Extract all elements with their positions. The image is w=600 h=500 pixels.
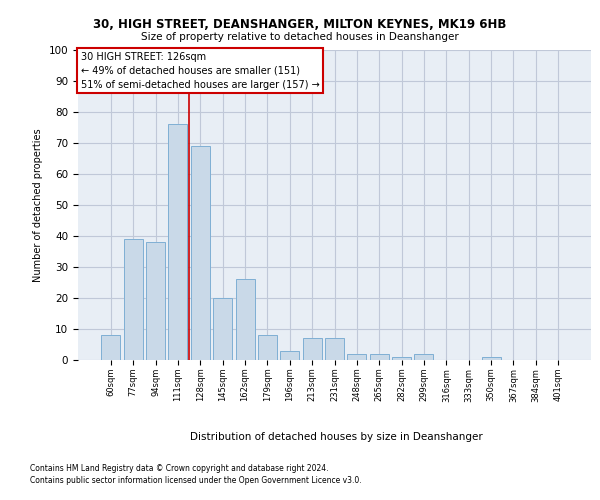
Bar <box>146 242 165 360</box>
Text: Contains public sector information licensed under the Open Government Licence v3: Contains public sector information licen… <box>30 476 362 485</box>
Bar <box>415 354 433 360</box>
Bar <box>236 280 254 360</box>
Text: 30, HIGH STREET, DEANSHANGER, MILTON KEYNES, MK19 6HB: 30, HIGH STREET, DEANSHANGER, MILTON KEY… <box>94 18 506 30</box>
Bar <box>101 335 121 360</box>
Bar <box>124 239 143 360</box>
Bar <box>169 124 187 360</box>
Bar <box>370 354 389 360</box>
Bar <box>258 335 277 360</box>
Bar <box>325 338 344 360</box>
Text: 30 HIGH STREET: 126sqm
← 49% of detached houses are smaller (151)
51% of semi-de: 30 HIGH STREET: 126sqm ← 49% of detached… <box>80 52 319 90</box>
Bar <box>280 350 299 360</box>
Text: Distribution of detached houses by size in Deanshanger: Distribution of detached houses by size … <box>190 432 482 442</box>
Text: Contains HM Land Registry data © Crown copyright and database right 2024.: Contains HM Land Registry data © Crown c… <box>30 464 329 473</box>
Bar <box>213 298 232 360</box>
Text: Size of property relative to detached houses in Deanshanger: Size of property relative to detached ho… <box>141 32 459 42</box>
Bar <box>482 357 500 360</box>
Y-axis label: Number of detached properties: Number of detached properties <box>33 128 43 282</box>
Bar <box>392 357 411 360</box>
Bar <box>302 338 322 360</box>
Bar <box>191 146 210 360</box>
Bar <box>347 354 367 360</box>
